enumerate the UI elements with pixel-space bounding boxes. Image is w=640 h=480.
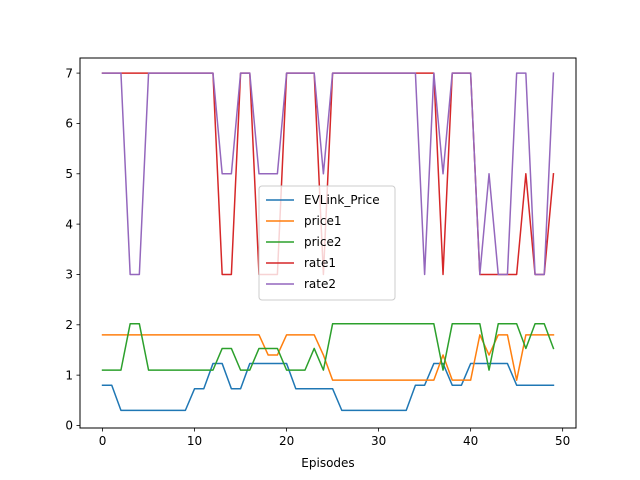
series-line-evlink-price bbox=[101, 362, 555, 412]
plot-frame bbox=[79, 57, 577, 429]
legend-label: EVLink_Price bbox=[304, 193, 380, 207]
x-axis: 0 10 20 30 40 50 bbox=[99, 428, 570, 448]
y-tick-label: 7 bbox=[65, 66, 73, 80]
x-axis-title: Episodes bbox=[301, 456, 354, 470]
y-tick-label: 5 bbox=[65, 167, 73, 181]
x-tick-label: 10 bbox=[187, 434, 202, 448]
legend-label: rate2 bbox=[304, 277, 336, 291]
legend-label: price1 bbox=[304, 214, 342, 228]
x-tick-label: 0 bbox=[99, 434, 107, 448]
y-tick-label: 4 bbox=[65, 217, 73, 231]
legend-label: rate1 bbox=[304, 256, 336, 270]
series-line-price1 bbox=[101, 334, 555, 381]
y-tick-label: 3 bbox=[65, 268, 73, 282]
y-tick-label: 0 bbox=[65, 419, 73, 433]
x-tick-label: 50 bbox=[555, 434, 570, 448]
y-axis: 0 1 2 3 4 5 6 7 bbox=[65, 66, 80, 433]
y-tick-label: 6 bbox=[65, 117, 73, 131]
x-tick-label: 20 bbox=[279, 434, 294, 448]
y-tick-label: 1 bbox=[65, 368, 73, 382]
x-tick-label: 30 bbox=[371, 434, 386, 448]
series-layer bbox=[101, 72, 555, 412]
legend: EVLink_Price price1 price2 rate1 rate2 bbox=[258, 185, 396, 301]
legend-box bbox=[258, 185, 396, 301]
x-tick-label: 40 bbox=[463, 434, 478, 448]
series-line-price2 bbox=[101, 323, 555, 371]
legend-label: price2 bbox=[304, 235, 342, 249]
y-tick-label: 2 bbox=[65, 318, 73, 332]
series-line-rate2 bbox=[101, 72, 555, 276]
